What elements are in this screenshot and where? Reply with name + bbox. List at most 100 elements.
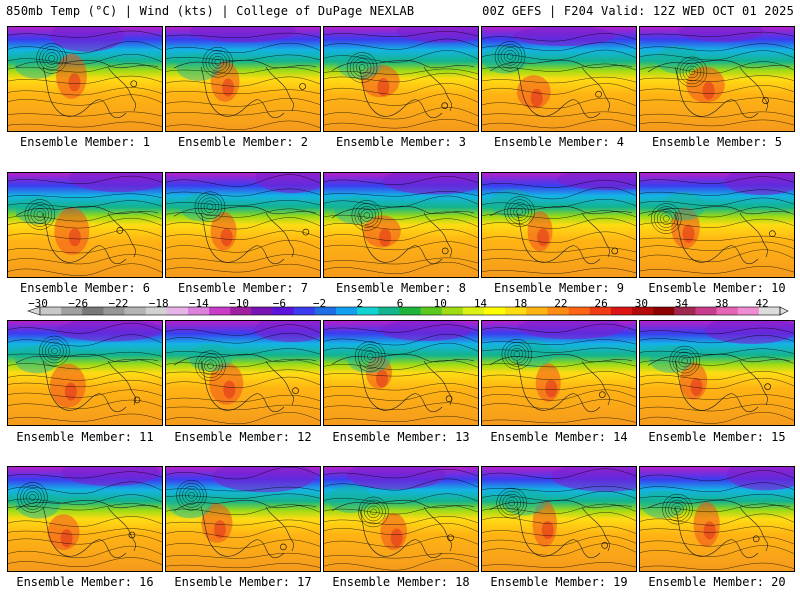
member-map-panel: [165, 320, 321, 426]
member-map-panel: [323, 320, 479, 426]
colorbar-segment: [526, 307, 548, 315]
temperature-map: [8, 27, 162, 131]
colorbar-segment: [716, 307, 739, 315]
temperature-map: [324, 467, 478, 571]
temperature-map: [324, 27, 478, 131]
colorbar-tick-label: 6: [396, 297, 404, 310]
colorbar-tick-label: −14: [188, 297, 209, 310]
colorbar-segment: [484, 307, 506, 315]
colorbar-tick-label: −26: [68, 297, 89, 310]
colorbar-segment: [441, 307, 464, 315]
member-label: Ensemble Member: 4: [493, 135, 625, 149]
colorbar-tick-label: −2: [312, 297, 327, 310]
temperature-map: [482, 27, 636, 131]
temperature-map: [8, 467, 162, 571]
member-map-panel: [639, 320, 795, 426]
member-map-panel: [7, 466, 163, 572]
temperature-map: [166, 173, 320, 277]
member-label: Ensemble Member: 13: [332, 430, 470, 444]
temperature-map: [640, 467, 794, 571]
colorbar-tick-label: 18: [514, 297, 528, 310]
member-label: Ensemble Member: 15: [648, 430, 786, 444]
colorbar-segment: [357, 307, 379, 315]
temperature-map: [324, 173, 478, 277]
temperature-map: [640, 173, 794, 277]
colorbar-segment: [336, 307, 358, 315]
colorbar-segment: [653, 307, 675, 315]
member-map-panel: [481, 466, 637, 572]
colorbar-segment: [589, 307, 612, 315]
member-map-panel: [481, 320, 637, 426]
member-label: Ensemble Member: 20: [648, 575, 786, 589]
colorbar-segment: [251, 307, 273, 315]
temperature-map: [482, 173, 636, 277]
colorbar-tick-label: 2: [356, 297, 364, 310]
member-label: Ensemble Member: 12: [174, 430, 312, 444]
member-map-panel: [7, 26, 163, 132]
colorbar-segment: [547, 307, 569, 315]
member-map-panel: [323, 26, 479, 132]
colorbar-segment: [272, 307, 295, 315]
colorbar-tick-label: 22: [554, 297, 568, 310]
member-label: Ensemble Member: 3: [335, 135, 467, 149]
temperature-map: [166, 467, 320, 571]
colorbar-segment: [293, 307, 316, 315]
temperature-colorbar: [27, 306, 789, 316]
colorbar-segment: [124, 307, 147, 315]
colorbar-tick-label: 14: [473, 297, 488, 310]
colorbar-tick-label: 10: [433, 297, 447, 310]
colorbar-segment: [188, 307, 210, 315]
member-label: Ensemble Member: 11: [16, 430, 154, 444]
member-label: Ensemble Member: 6: [19, 281, 151, 295]
temperature-map: [482, 467, 636, 571]
member-map-panel: [323, 172, 479, 278]
colorbar-segment: [632, 307, 654, 315]
member-map-panel: [639, 466, 795, 572]
header-left: 850mb Temp (°C) | Wind (kts) | College o…: [6, 4, 415, 18]
colorbar-tick-label: −18: [148, 297, 169, 310]
temperature-map: [482, 321, 636, 425]
colorbar-tick-label: 26: [594, 297, 608, 310]
colorbar-segment: [378, 307, 400, 315]
member-map-panel: [323, 466, 479, 572]
member-map-panel: [165, 466, 321, 572]
colorbar-segment: [505, 307, 527, 315]
member-label: Ensemble Member: 14: [490, 430, 628, 444]
member-map-panel: [7, 172, 163, 278]
colorbar-tick-label: −22: [108, 297, 129, 310]
member-label: Ensemble Member: 18: [332, 575, 470, 589]
member-label: Ensemble Member: 2: [177, 135, 309, 149]
colorbar-segment: [568, 307, 591, 315]
member-map-panel: [639, 172, 795, 278]
member-label: Ensemble Member: 1: [19, 135, 151, 149]
colorbar-segment: [314, 307, 337, 315]
colorbar-segment: [61, 307, 83, 315]
temperature-map: [640, 321, 794, 425]
colorbar-segment: [166, 307, 189, 315]
colorbar-tick-label: 38: [715, 297, 729, 310]
colorbar-segment: [695, 307, 717, 315]
member-map-panel: [7, 320, 163, 426]
colorbar-segment: [610, 307, 633, 315]
temperature-map: [166, 321, 320, 425]
member-label: Ensemble Member: 16: [16, 575, 154, 589]
colorbar-tick-label: 34: [674, 297, 689, 310]
temperature-map: [166, 27, 320, 131]
colorbar-tick-label: −30: [28, 297, 48, 310]
colorbar-tick-label: −10: [229, 297, 250, 310]
colorbar-segment: [103, 307, 125, 315]
member-map-panel: [639, 26, 795, 132]
member-label: Ensemble Member: 17: [174, 575, 312, 589]
colorbar-segment: [737, 307, 760, 315]
member-label: Ensemble Member: 19: [490, 575, 628, 589]
member-label: Ensemble Member: 9: [493, 281, 625, 295]
temperature-map: [8, 173, 162, 277]
colorbar-segment: [758, 307, 781, 315]
member-map-panel: [481, 26, 637, 132]
member-label: Ensemble Member: 10: [648, 281, 786, 295]
colorbar-segment: [145, 307, 168, 315]
colorbar-segment: [230, 307, 252, 315]
colorbar-segment: [82, 307, 104, 315]
member-label: Ensemble Member: 5: [651, 135, 783, 149]
colorbar-segment: [420, 307, 443, 315]
